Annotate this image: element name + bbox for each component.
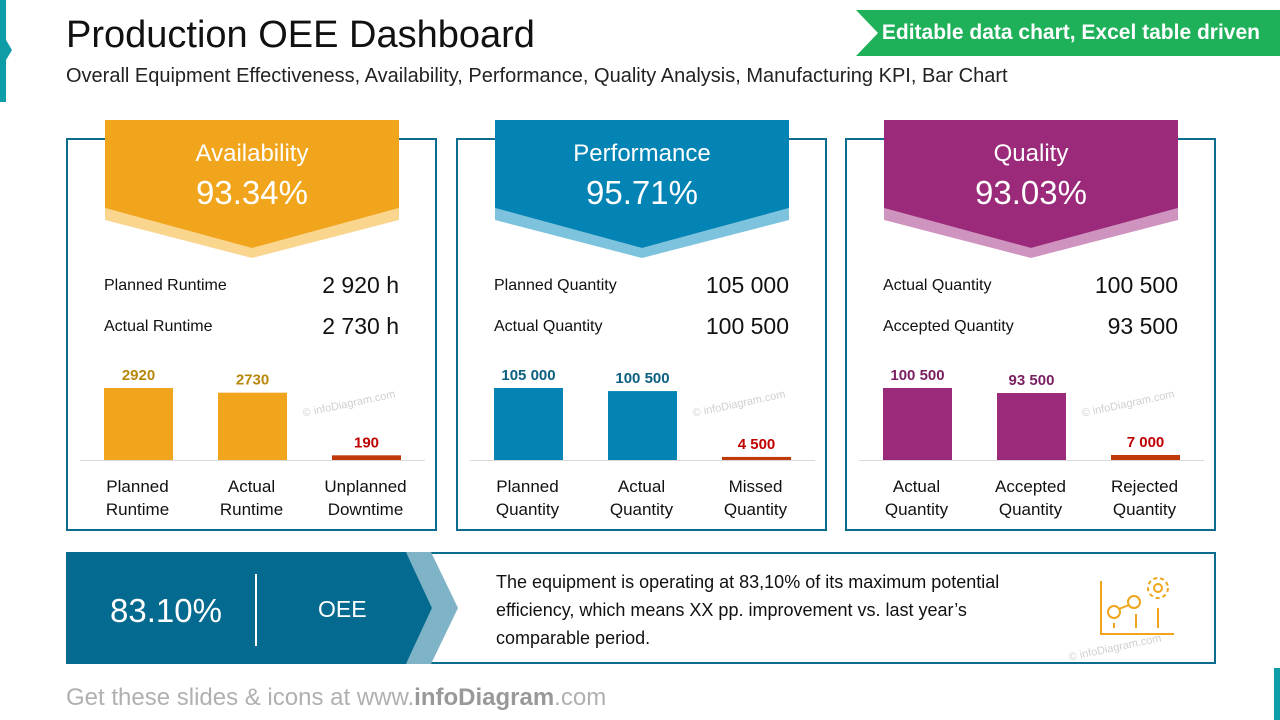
bar bbox=[494, 388, 563, 460]
bar bbox=[104, 388, 173, 460]
banner-shape bbox=[105, 120, 399, 258]
chart-gear-icon bbox=[1100, 577, 1174, 635]
bar-chart: 2920 2730 190 © infoDiagram.com Planned Ru… bbox=[80, 360, 425, 530]
kpi-value: 93.03% bbox=[975, 174, 1087, 211]
data-label: 100 500 bbox=[890, 367, 944, 384]
category-label: Actual Quantity bbox=[609, 477, 674, 519]
bar-chart: 105 000 100 500 4 500 © infoDiagram.com Pl… bbox=[470, 360, 815, 530]
banner-shape bbox=[495, 120, 789, 258]
data-label: 2730 bbox=[236, 372, 269, 389]
metric-row: Accepted Quantity 93 500 bbox=[883, 313, 1178, 340]
bar bbox=[1111, 454, 1180, 460]
footer-suffix: .com bbox=[554, 684, 607, 711]
metric-row: Actual Quantity 100 500 bbox=[883, 272, 1178, 299]
kpi-banner: Quality 93.03% bbox=[884, 120, 1178, 258]
metric-label: Planned Quantity bbox=[494, 276, 617, 294]
metric-value: 2 920 h bbox=[322, 272, 399, 298]
metric-row: Actual Quantity 100 500 bbox=[494, 313, 789, 340]
bar bbox=[883, 388, 952, 460]
data-label: 190 bbox=[354, 434, 379, 451]
bar bbox=[608, 391, 677, 460]
metric-value: 100 500 bbox=[705, 313, 789, 339]
kpi-banner: Availability 93.34% bbox=[105, 120, 399, 258]
panel-performance: Performance 95.71% Planned Quantity 105 … bbox=[456, 120, 827, 531]
metric-label: Actual Quantity bbox=[494, 317, 603, 335]
oee-arrow-shape bbox=[66, 552, 458, 664]
data-label: 7 000 bbox=[1127, 434, 1165, 451]
metric-value: 2 730 h bbox=[322, 313, 399, 339]
metric-label: Accepted Quantity bbox=[883, 317, 1014, 335]
data-label: 2920 bbox=[122, 367, 155, 384]
category-label: Planned Runtime bbox=[105, 477, 170, 519]
kpi-value: 93.34% bbox=[196, 174, 308, 211]
kpi-name: Quality bbox=[993, 140, 1069, 167]
panel-quality: Quality 93.03% Actual Quantity 100 500 A… bbox=[845, 120, 1216, 531]
editable-badge: Editable data chart, Excel table driven bbox=[856, 10, 1280, 56]
page-title: Production OEE Dashboard bbox=[66, 14, 535, 56]
category-label: Actual Quantity bbox=[884, 477, 949, 519]
oee-description: The equipment is operating at 83,10% of … bbox=[496, 572, 1000, 648]
metric-value: 93 500 bbox=[1107, 313, 1178, 339]
category-label: Missed Quantity bbox=[723, 477, 788, 519]
metric-row: Actual Runtime 2 730 h bbox=[104, 313, 399, 340]
bar-chart-plot: 105 000 100 500 4 500 bbox=[470, 367, 815, 461]
oee-summary: 83.10% OEE The equipment is operating at… bbox=[66, 552, 1216, 664]
bar bbox=[332, 455, 401, 460]
metric-value: 100 500 bbox=[1094, 272, 1178, 298]
bar bbox=[997, 393, 1066, 460]
bar-chart-plot: 2920 2730 190 bbox=[80, 367, 425, 461]
panel-availability: Availability 93.34% Planned Runtime 2 92… bbox=[66, 120, 437, 531]
data-label: 93 500 bbox=[1009, 372, 1055, 389]
kpi-name: Availability bbox=[195, 140, 309, 167]
metric-label: Actual Quantity bbox=[883, 276, 992, 294]
bar-chart: 100 500 93 500 7 000 © infoDiagram.com Act… bbox=[859, 360, 1204, 530]
kpi-value: 95.71% bbox=[586, 174, 698, 211]
metric-label: Planned Runtime bbox=[104, 276, 227, 294]
kpi-banner: Performance 95.71% bbox=[495, 120, 789, 258]
footer: Get these slides & icons at www.infoDiag… bbox=[66, 684, 606, 712]
metric-label: Actual Runtime bbox=[104, 317, 213, 335]
oee-label: OEE bbox=[318, 596, 367, 622]
kpi-name: Performance bbox=[573, 140, 711, 167]
category-label: Unplanned Downtime bbox=[324, 477, 407, 519]
oee-divider bbox=[255, 574, 257, 646]
data-label: 100 500 bbox=[615, 370, 669, 387]
oee-value: 83.10% bbox=[110, 592, 222, 629]
category-label: Accepted Quantity bbox=[995, 477, 1066, 519]
data-label: 4 500 bbox=[738, 436, 776, 453]
category-label: Rejected Quantity bbox=[1110, 477, 1179, 519]
category-label: Actual Runtime bbox=[219, 477, 284, 519]
metric-value: 105 000 bbox=[705, 272, 789, 298]
data-label: 105 000 bbox=[501, 367, 555, 384]
bar bbox=[722, 456, 791, 460]
accent-bar-right bbox=[1274, 668, 1280, 720]
bar-chart-plot: 100 500 93 500 7 000 bbox=[859, 367, 1204, 461]
category-label: Planned Quantity bbox=[495, 477, 560, 519]
metric-row: Planned Runtime 2 920 h bbox=[104, 272, 399, 299]
footer-prefix: Get these slides & icons at www. bbox=[66, 684, 415, 711]
bar bbox=[218, 392, 287, 460]
metric-row: Planned Quantity 105 000 bbox=[494, 272, 789, 299]
footer-brand: infoDiagram bbox=[414, 684, 555, 711]
page-subtitle: Overall Equipment Effectiveness, Availab… bbox=[66, 65, 1008, 87]
banner-shape bbox=[884, 120, 1178, 258]
accent-bar-left bbox=[0, 0, 12, 102]
